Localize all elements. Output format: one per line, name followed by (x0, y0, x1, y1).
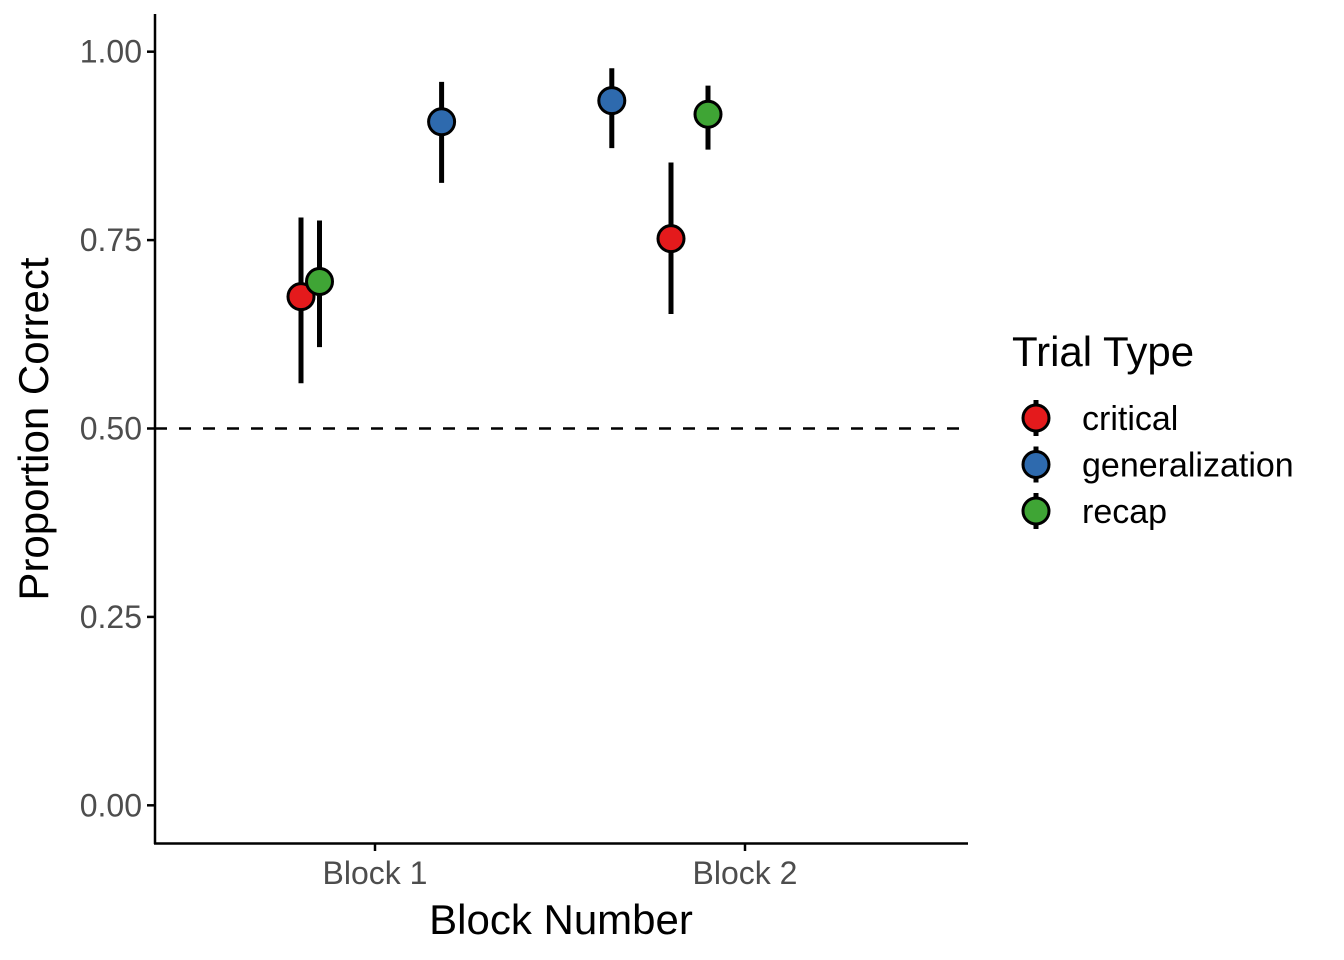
series-recap (305, 85, 723, 348)
y-ticks: 0.00 0.25 0.50 0.75 1.00 (80, 34, 155, 823)
plot-area (155, 68, 968, 430)
legend-item-critical: critical (1021, 400, 1178, 438)
y-tick-label: 0.00 (80, 787, 142, 823)
y-tick-label: 0.50 (80, 411, 142, 447)
data-point (305, 267, 334, 297)
y-tick-label: 0.25 (80, 599, 142, 635)
x-axis-title: Block Number (429, 896, 693, 943)
legend-label: recap (1082, 493, 1167, 531)
series-critical (286, 162, 686, 384)
legend-key-point (1021, 450, 1051, 479)
data-point (656, 224, 686, 254)
legend-key-point (1021, 403, 1051, 433)
legend: Trial Type critical generalization recap (1012, 328, 1294, 531)
x-tick-label: Block 2 (693, 855, 798, 891)
data-point (693, 99, 723, 129)
data-point (286, 282, 316, 312)
legend-label: generalization (1082, 447, 1294, 485)
legend-items: critical generalization recap (1021, 400, 1294, 531)
x-ticks: Block 1 Block 2 (323, 843, 798, 891)
y-tick-label: 1.00 (80, 34, 142, 70)
legend-label: critical (1082, 400, 1178, 438)
legend-item-recap: recap (1021, 493, 1167, 531)
legend-item-generalization: generalization (1021, 446, 1294, 485)
y-tick-label: 0.75 (80, 222, 142, 258)
legend-title: Trial Type (1012, 328, 1194, 375)
legend-key-point (1021, 496, 1051, 526)
y-axis-title: Proportion Correct (10, 257, 57, 600)
data-point (597, 86, 627, 116)
data-point (427, 107, 457, 137)
x-tick-label: Block 1 (323, 855, 428, 891)
series-generalization (427, 68, 627, 183)
